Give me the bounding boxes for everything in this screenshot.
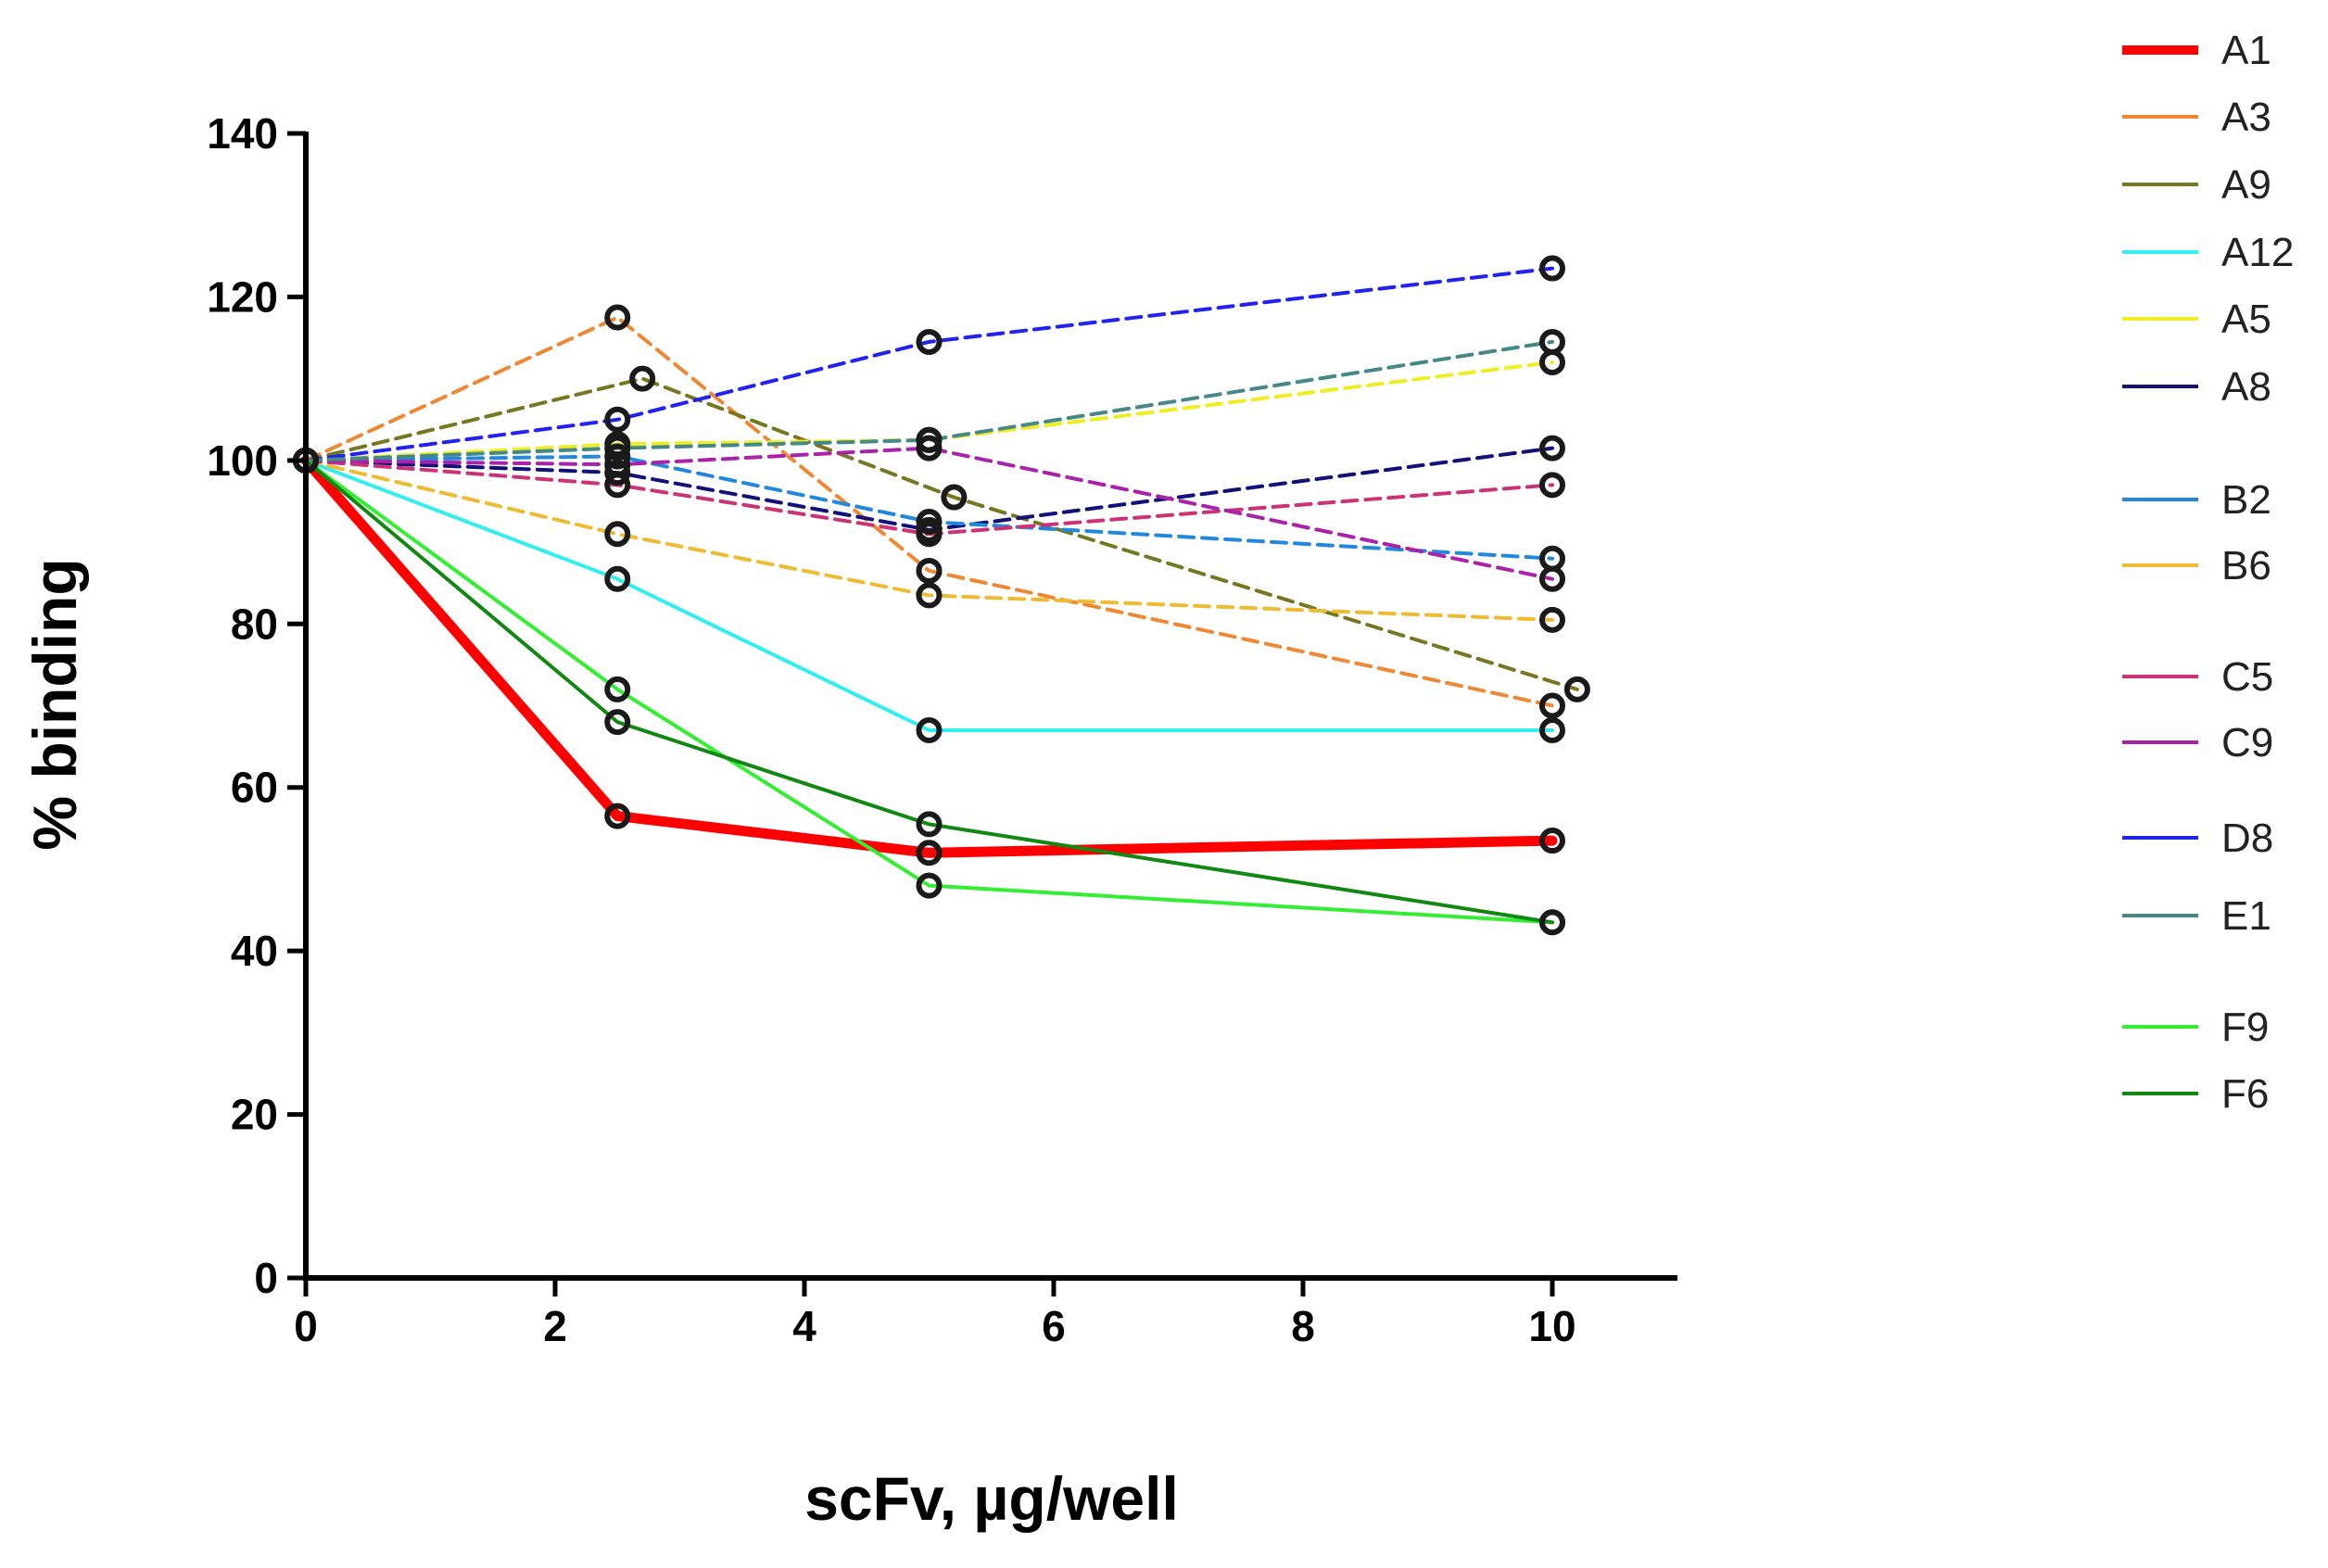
y-tick-label: 60 [231, 764, 278, 812]
data-point-a3 [1539, 692, 1565, 719]
data-point-c9 [604, 451, 631, 478]
data-point-a8 [604, 460, 631, 487]
legend-label-a1: A1 [2221, 28, 2271, 73]
x-tick-label: 2 [543, 1302, 567, 1350]
legend: A1 A3 A9 A12 A5 A8 B2 B6 C5 C9 D8 E1 F9 F6 [2122, 28, 2294, 1117]
legend-label-b2: B2 [2221, 477, 2271, 523]
data-point-c5 [916, 521, 943, 548]
y-tick-label: 140 [207, 109, 278, 158]
data-point-e1 [1539, 328, 1565, 355]
data-point-e1 [916, 426, 943, 453]
x-tick-label: 6 [1042, 1302, 1066, 1350]
series-line-c5 [304, 458, 1554, 537]
legend-label-a12: A12 [2221, 230, 2294, 275]
data-point-a9 [1563, 676, 1590, 702]
legend-label-c9: C9 [2221, 720, 2273, 765]
data-point-b6 [1539, 606, 1565, 633]
legend-label-b6: B6 [2221, 543, 2271, 588]
axes [287, 131, 1677, 1296]
data-point-a8 [1539, 435, 1565, 462]
x-tick-label: 0 [294, 1302, 318, 1350]
y-tick-label: 120 [207, 272, 278, 321]
data-point-a1 [1539, 828, 1565, 854]
legend-label-a9: A9 [2221, 162, 2271, 208]
data-point-f6 [916, 811, 943, 838]
data-point-c9 [1539, 565, 1565, 592]
data-point-a12 [604, 565, 631, 592]
data-point-f6 [604, 709, 631, 736]
data-point-b6 [604, 521, 631, 548]
data-point-a12 [1539, 716, 1565, 743]
y-tick-label: 80 [231, 600, 278, 648]
data-point-f6 [1539, 909, 1565, 936]
y-tick-label: 100 [207, 436, 278, 485]
series-line-a5 [304, 360, 1554, 462]
series-line-b2 [304, 454, 1554, 561]
series-line-c9 [304, 446, 1554, 581]
series-line-a12 [304, 458, 1554, 732]
data-point-f9 [604, 676, 631, 702]
series-line-a9 [304, 376, 1579, 691]
x-tick-label: 10 [1528, 1302, 1575, 1350]
data-point-d8 [1539, 255, 1565, 282]
y-tick-label: 40 [231, 927, 278, 975]
legend-label-d8: D8 [2221, 816, 2273, 861]
x-tick-label: 4 [792, 1302, 816, 1350]
data-point-a1 [604, 803, 631, 829]
data-point-b2 [604, 443, 631, 470]
data-point-d8 [916, 328, 943, 355]
legend-label-c5: C5 [2221, 654, 2273, 700]
series-line-a8 [304, 446, 1554, 532]
x-axis-title: scFv, µg/well [804, 1464, 1179, 1533]
legend-label-a5: A5 [2221, 297, 2271, 342]
series-lines [300, 266, 1579, 925]
series-line-a1 [300, 455, 1558, 858]
data-point-d8 [604, 406, 631, 433]
y-tick-label: 0 [254, 1254, 278, 1302]
data-point-b2 [916, 509, 943, 536]
data-point-a9 [629, 365, 656, 392]
legend-label-f6: F6 [2221, 1071, 2269, 1117]
data-point-a12 [916, 716, 943, 743]
series-line-f6 [304, 458, 1554, 925]
data-point-a9 [941, 484, 968, 511]
series-line-b6 [304, 458, 1554, 622]
series-line-f9 [304, 458, 1554, 925]
x-tick-label: 8 [1291, 1302, 1315, 1350]
y-tick-label: 20 [231, 1091, 278, 1139]
data-point-a1 [916, 840, 943, 866]
series-line-e1 [304, 339, 1554, 462]
data-point-e1 [604, 435, 631, 462]
tick-labels: 0 20 40 60 80 100 120 140 0 2 4 6 8 10 [207, 109, 1575, 1350]
data-point-c9 [916, 435, 943, 462]
legend-label-a3: A3 [2221, 95, 2271, 140]
legend-label-e1: E1 [2221, 893, 2271, 939]
data-point-f9 [916, 872, 943, 899]
data-point-b6 [916, 582, 943, 609]
legend-label-f9: F9 [2221, 1005, 2269, 1050]
data-point-c5 [1539, 472, 1565, 499]
y-axis-title: % binding [20, 558, 89, 850]
data-point-a3 [916, 557, 943, 584]
series-line-d8 [304, 266, 1554, 462]
legend-label-a8: A8 [2221, 364, 2271, 410]
data-point-a3 [604, 304, 631, 331]
